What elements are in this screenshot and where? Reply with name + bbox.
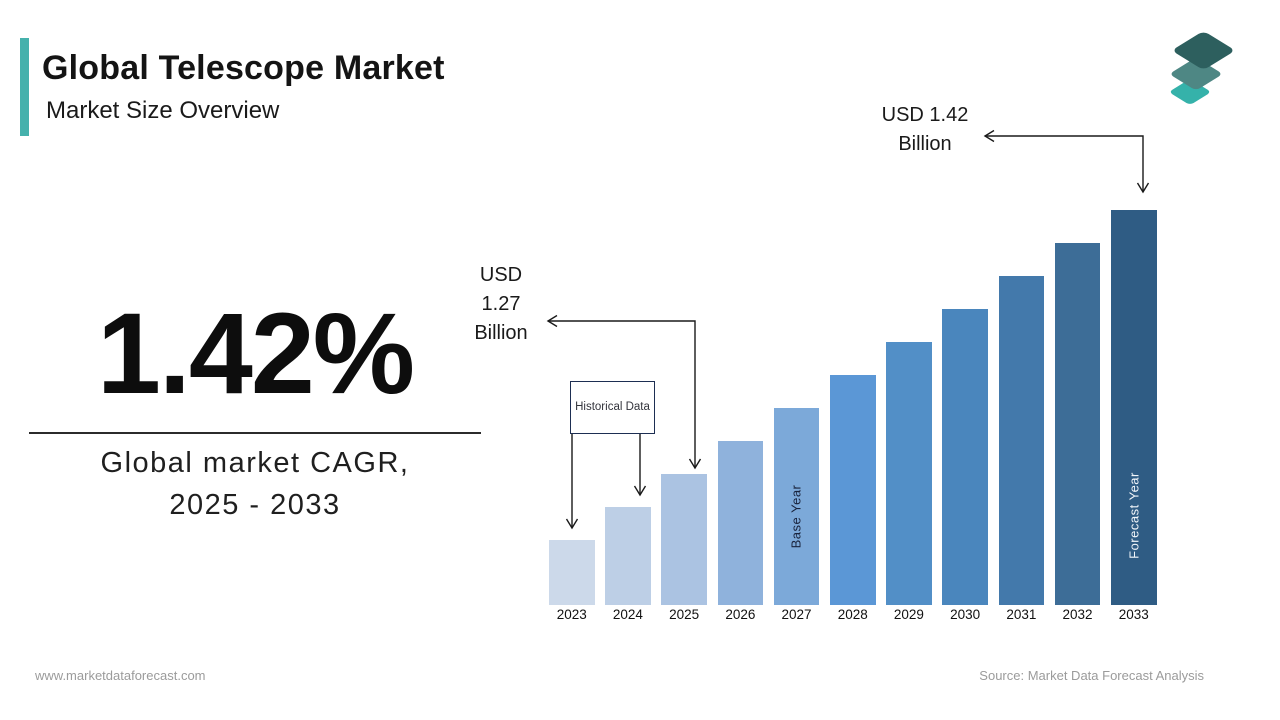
bar-2025 <box>661 474 707 605</box>
base-value-line3: Billion <box>474 322 528 344</box>
base-value-line1: USD <box>479 264 523 286</box>
historical-data-label: Historical Data <box>575 400 650 413</box>
bar-column-2023: 2023 <box>549 210 595 622</box>
source-text: Source: Market Data Forecast Analysis <box>979 668 1204 683</box>
bar-2033 <box>1111 210 1157 605</box>
arrow-to-2033-bar <box>985 135 1144 192</box>
x-axis-label-2030: 2030 <box>950 607 981 622</box>
bar-chart: 2023 2024 2025 2026 2027 2028 2029 2030 2031 2032… <box>549 210 1161 622</box>
historical-data-box: Historical Data <box>570 381 655 434</box>
bar-2030 <box>942 309 988 605</box>
bar-column-2032: 2032 <box>1054 210 1101 622</box>
cagr-stat-block: 1.42% Global market CAGR, 2025 - 2033 <box>15 297 495 526</box>
forecast-value-annotation: USD 1.42 Billion <box>855 101 995 159</box>
bar-column-2028: 2028 <box>830 210 876 622</box>
bar-column-2025: 2025 <box>661 210 707 622</box>
bar-column-2030: 2030 <box>942 210 988 622</box>
x-axis-label-2029: 2029 <box>893 607 924 622</box>
forecast-value-line1: USD 1.42 <box>881 104 969 126</box>
bar-2028 <box>830 375 876 605</box>
x-axis-label-2025: 2025 <box>669 607 700 622</box>
bar-2023 <box>549 540 595 605</box>
logo-layer-top-icon <box>1171 30 1236 71</box>
forecast-value-line2: Billion <box>898 133 952 155</box>
bar-2027 <box>773 408 820 605</box>
bar-column-2031: 2031 <box>998 210 1045 622</box>
market-data-forecast-logo-icon <box>1166 28 1242 112</box>
cagr-caption: Global market CAGR, 2025 - 2033 <box>15 442 495 526</box>
arrowhead-down-2033 <box>1136 182 1150 194</box>
bar-column-2029: 2029 <box>886 210 932 622</box>
cagr-caption-line2: 2025 - 2033 <box>169 489 341 522</box>
page-subtitle: Market Size Overview <box>46 97 280 124</box>
x-axis-label-2031: 2031 <box>1006 607 1037 622</box>
x-axis-label-2032: 2032 <box>1062 607 1093 622</box>
base-value-annotation: USD 1.27 Billion <box>439 261 563 348</box>
x-axis-label-2023: 2023 <box>556 607 587 622</box>
title-accent-bar <box>20 38 29 136</box>
x-axis-label-2028: 2028 <box>837 607 868 622</box>
bar-2026 <box>717 441 764 605</box>
stat-divider-line <box>29 432 481 434</box>
bar-column-2024: 2024 <box>605 210 651 622</box>
base-value-line2: 1.27 <box>481 293 521 315</box>
base-year-label: Base Year <box>788 484 804 549</box>
cagr-caption-line1: Global market CAGR, <box>100 447 410 479</box>
bar-2032 <box>1054 243 1101 605</box>
x-axis-label-2033: 2033 <box>1118 607 1149 622</box>
bar-2031 <box>998 276 1045 605</box>
website-text: www.marketdataforecast.com <box>35 668 206 683</box>
cagr-value: 1.42% <box>96 290 415 418</box>
bar-column-2026: 2026 <box>717 210 764 622</box>
bar-2024 <box>605 507 651 605</box>
page-title: Global Telescope Market <box>42 49 445 87</box>
x-axis-label-2026: 2026 <box>725 607 756 622</box>
bar-column-2033: 2033 <box>1111 210 1157 622</box>
x-axis-label-2027: 2027 <box>781 607 812 622</box>
bar-column-2027: 2027 <box>773 210 820 622</box>
forecast-year-label: Forecast Year <box>1126 472 1142 559</box>
bar-2029 <box>886 342 932 605</box>
x-axis-label-2024: 2024 <box>612 607 643 622</box>
